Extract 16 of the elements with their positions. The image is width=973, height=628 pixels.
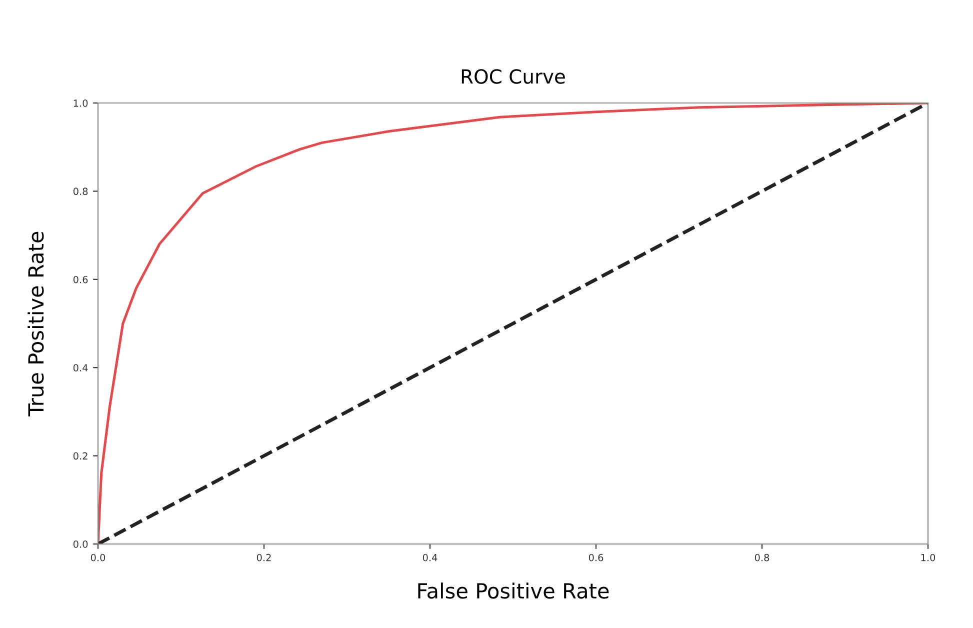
x-tick-label: 1.0 — [921, 554, 936, 562]
y-tick-label: 0.8 — [73, 188, 88, 196]
chart-title: ROC Curve — [462, 69, 565, 84]
x-tick-label: 0.2 — [256, 554, 271, 562]
y-tick-label: 0.4 — [73, 364, 88, 372]
line-series — [98, 103, 928, 544]
y-tick-label: 0.2 — [73, 452, 88, 460]
y-tick-label: 0.0 — [73, 540, 88, 548]
x-tick-label: 0.0 — [90, 554, 106, 562]
y-tick-label: 1.0 — [74, 99, 88, 107]
x-tick-label: 0.8 — [754, 554, 770, 562]
x-tick-label: 0.6 — [588, 554, 604, 562]
x-tick-label: 0.4 — [422, 554, 438, 562]
x-axis-title: False Positive Rate — [418, 582, 609, 599]
y-axis-title: True Positive Rate — [28, 232, 44, 416]
y-tick-label: 0.6 — [73, 276, 88, 284]
